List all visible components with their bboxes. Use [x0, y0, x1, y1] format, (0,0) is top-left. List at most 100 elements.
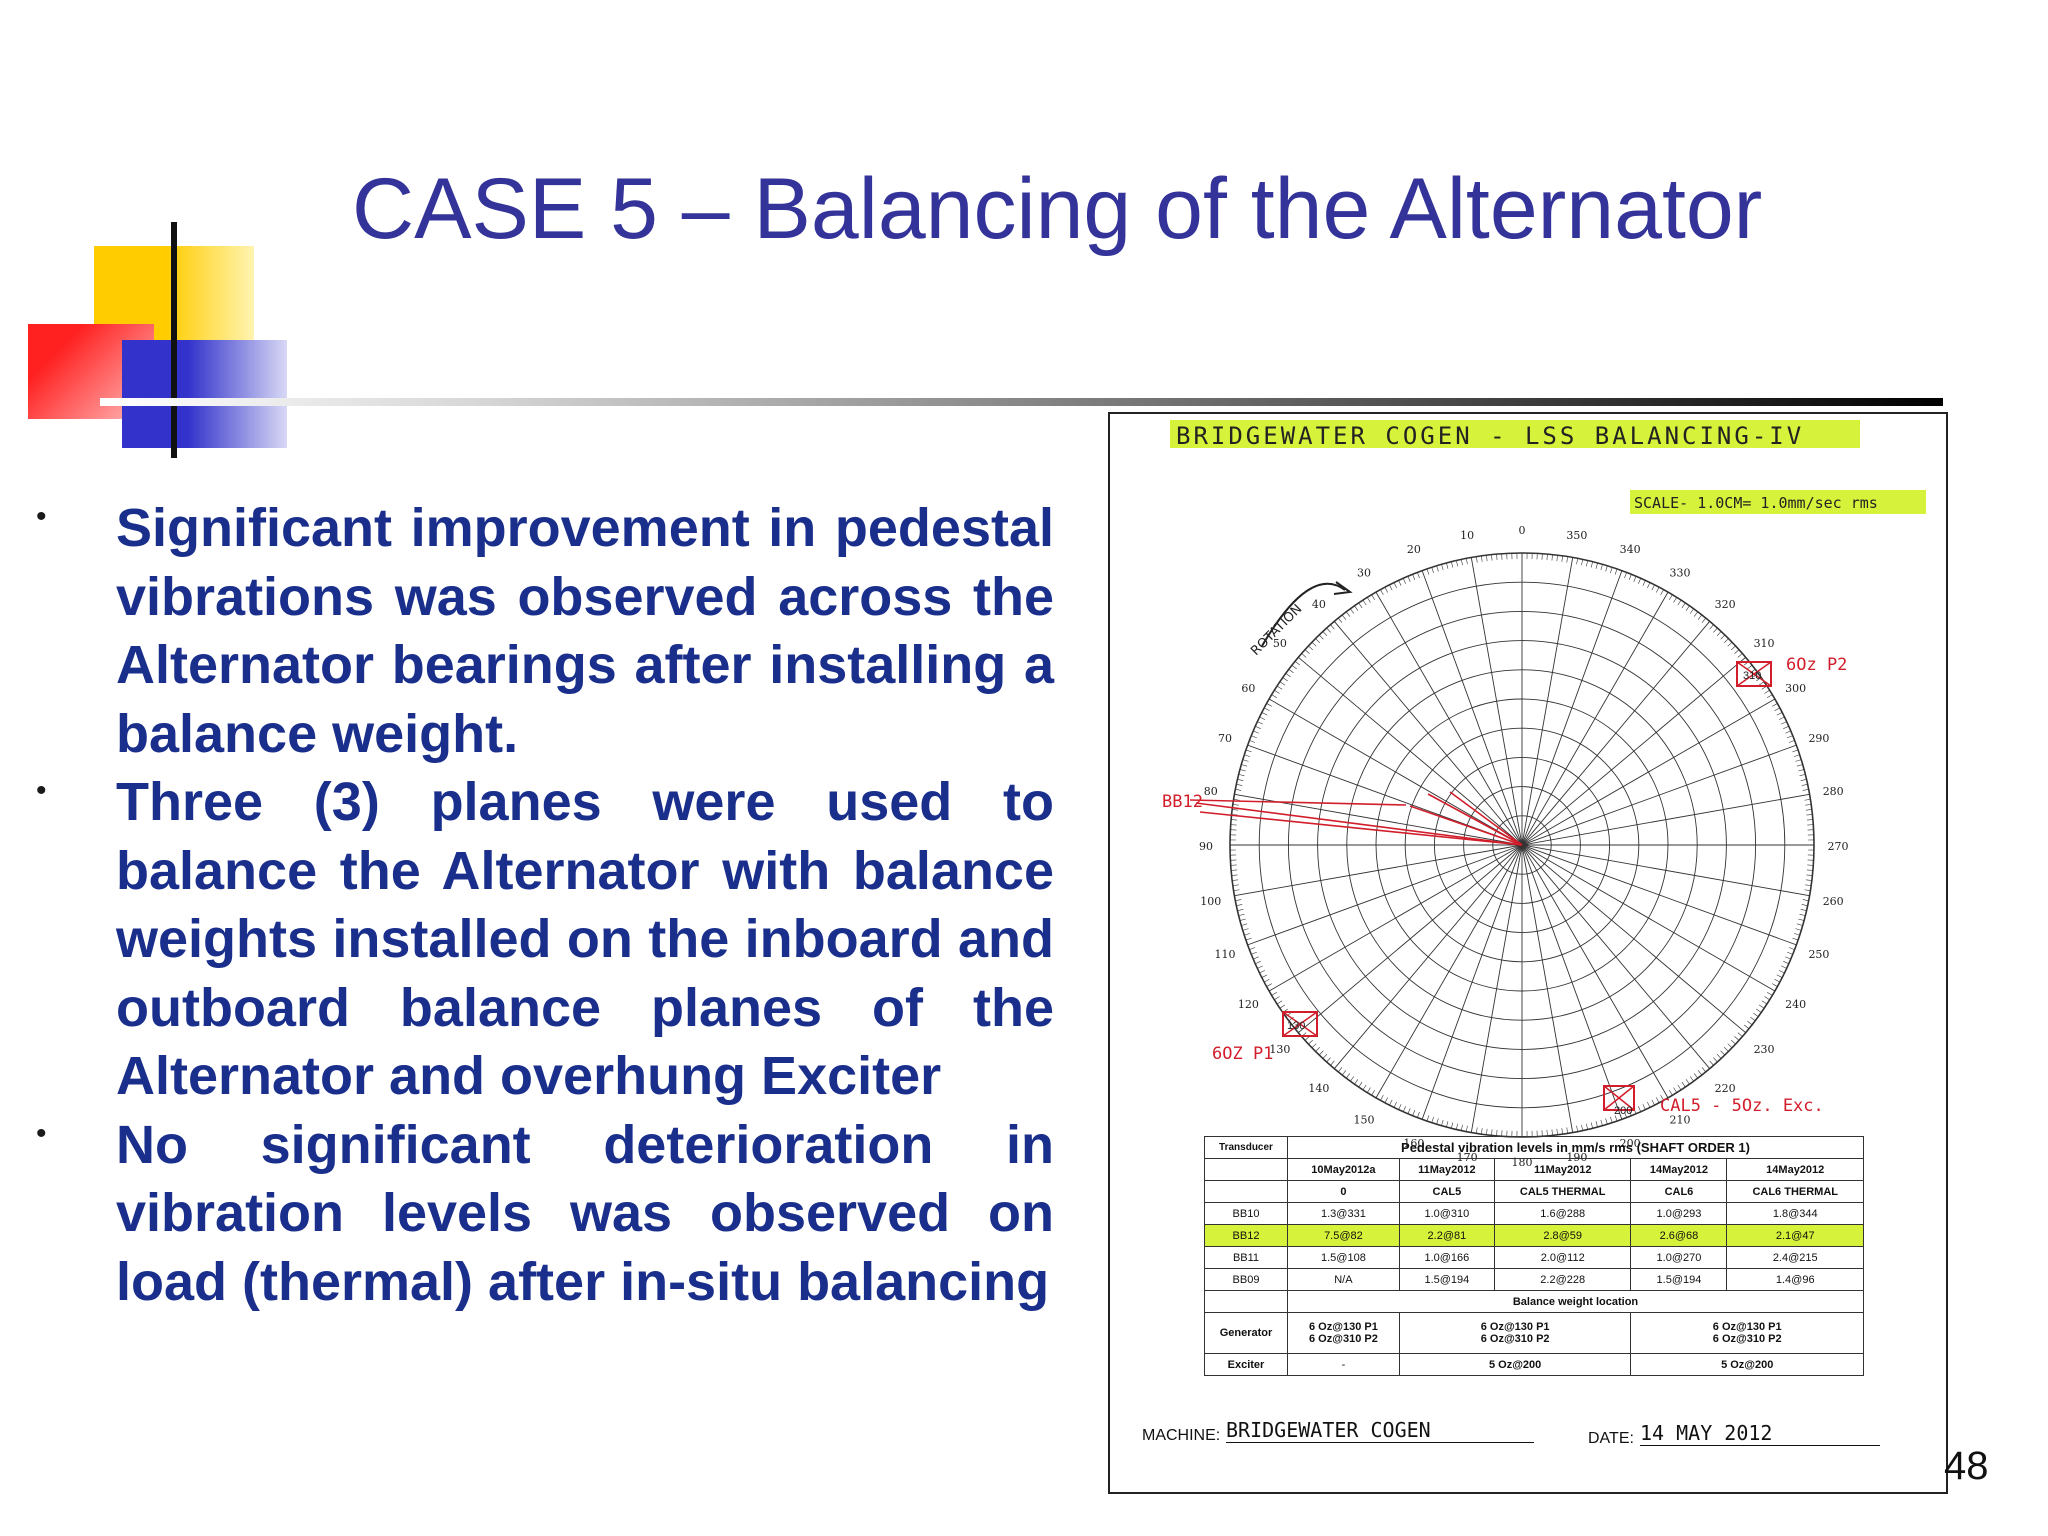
- polar-tick: [1233, 799, 1240, 801]
- decor-blue-square: [122, 340, 287, 448]
- polar-tick: [1781, 965, 1787, 969]
- polar-tick: [1431, 1116, 1434, 1123]
- polar-tick: [1781, 721, 1787, 725]
- run-cell: 0: [1287, 1180, 1400, 1203]
- polar-tick: [1720, 634, 1726, 640]
- polar-tick: [1774, 707, 1780, 711]
- polar-tick: [1610, 567, 1613, 574]
- polar-tick: [1796, 764, 1803, 767]
- polar-tick: [1279, 1004, 1286, 1009]
- polar-tick: [1716, 631, 1722, 637]
- polar-tick: [1235, 788, 1242, 791]
- polar-spoke: [1521, 844, 1623, 1120]
- polar-tick: [1308, 645, 1314, 651]
- polar-tick: [1806, 874, 1813, 876]
- polar-tick: [1673, 1087, 1677, 1093]
- polar-tick: [1417, 1111, 1420, 1118]
- run-cell: CAL6 THERMAL: [1726, 1180, 1864, 1203]
- polar-tick: [1481, 1128, 1483, 1135]
- polar-spoke: [1521, 844, 1797, 946]
- polar-tick: [1771, 983, 1778, 987]
- polar-tick: [1561, 555, 1563, 562]
- svg-text:200: 200: [1614, 1105, 1632, 1117]
- polar-tick: [1308, 1039, 1314, 1045]
- polar-tick: [1456, 560, 1458, 567]
- polar-tick: [1737, 653, 1743, 658]
- polar-angle-label: 70: [1218, 732, 1232, 745]
- polar-tick: [1398, 580, 1402, 586]
- polar-tick: [1346, 611, 1351, 617]
- polar-tick: [1402, 1106, 1406, 1112]
- polar-tick: [1239, 918, 1246, 921]
- polar-tick: [1241, 764, 1248, 767]
- polar-tick: [1491, 554, 1493, 561]
- polar-tick: [1590, 1122, 1593, 1129]
- polar-tick: [1750, 1016, 1756, 1021]
- polar-tick: [1407, 576, 1411, 582]
- polar-tick: [1586, 1123, 1588, 1130]
- polar-tick: [1242, 759, 1249, 762]
- polar-tick: [1605, 1118, 1608, 1125]
- polar-spoke: [1521, 591, 1669, 846]
- polar-tick: [1451, 1122, 1454, 1129]
- polar-tick: [1304, 649, 1310, 654]
- weight-box-130: 130: [1282, 1011, 1318, 1037]
- polar-tick: [1274, 690, 1280, 694]
- polar-tick: [1787, 951, 1793, 955]
- polar-tick: [1311, 1043, 1317, 1049]
- page-number: 48: [1944, 1444, 1989, 1488]
- polar-tick: [1576, 1125, 1579, 1132]
- polar-tick: [1724, 638, 1729, 643]
- polar-tick: [1242, 928, 1249, 931]
- polar-tick: [1253, 730, 1259, 734]
- polar-tick: [1436, 565, 1439, 572]
- polar-tick: [1393, 582, 1397, 589]
- polar-tick: [1341, 1070, 1347, 1076]
- svg-text:130: 130: [1287, 1020, 1305, 1032]
- polar-tick: [1546, 554, 1548, 561]
- polar-tick: [1737, 1032, 1743, 1037]
- polar-tick: [1245, 937, 1252, 941]
- polar-tick: [1426, 568, 1430, 575]
- polar-tick: [1727, 1043, 1733, 1049]
- polar-angle-label: 140: [1308, 1082, 1329, 1095]
- polar-tick: [1614, 568, 1618, 575]
- polar-angle-label: 350: [1566, 529, 1587, 542]
- bullet-text: No significant deterioration in vibratio…: [116, 1114, 1054, 1312]
- bullet-dot-icon: •: [36, 774, 47, 807]
- polar-spoke: [1268, 844, 1523, 992]
- bullet-item: • Three (3) planes were used to balance …: [30, 768, 1054, 1111]
- polar-tick: [1465, 558, 1468, 565]
- polar-tick: [1407, 1108, 1411, 1114]
- polar-tick: [1236, 783, 1243, 786]
- decor-vertical-bar: [171, 222, 177, 458]
- polar-tick: [1367, 597, 1371, 603]
- polar-grid: 0102030405060708090100110120130140150160…: [1199, 524, 1849, 1169]
- polar-tick: [1701, 617, 1706, 623]
- polar-tick: [1371, 594, 1375, 601]
- polar-tick: [1701, 1067, 1706, 1073]
- polar-tick: [1330, 624, 1335, 630]
- polar-angle-label: 90: [1199, 840, 1213, 853]
- polar-tick: [1783, 725, 1789, 729]
- polar-tick: [1426, 1115, 1430, 1122]
- vibration-vectors: [1189, 791, 1523, 846]
- polar-spoke: [1521, 621, 1711, 846]
- polar-tick: [1318, 1050, 1324, 1056]
- polar-tick: [1231, 874, 1238, 876]
- polar-angle-label: 300: [1785, 682, 1806, 695]
- polar-spoke: [1521, 744, 1797, 846]
- polar-tick: [1261, 974, 1268, 978]
- polar-tick: [1724, 1047, 1729, 1052]
- polar-tick: [1266, 703, 1273, 707]
- polar-tick: [1288, 1016, 1294, 1021]
- polar-tick: [1551, 554, 1553, 561]
- polar-tick: [1236, 904, 1243, 907]
- polar-tick: [1642, 580, 1646, 586]
- polar-tick: [1257, 965, 1263, 969]
- polar-tick: [1744, 1024, 1750, 1029]
- polar-tick: [1232, 809, 1239, 811]
- polar-tick: [1322, 631, 1328, 637]
- polar-tick: [1681, 602, 1686, 609]
- polar-tick: [1806, 814, 1813, 816]
